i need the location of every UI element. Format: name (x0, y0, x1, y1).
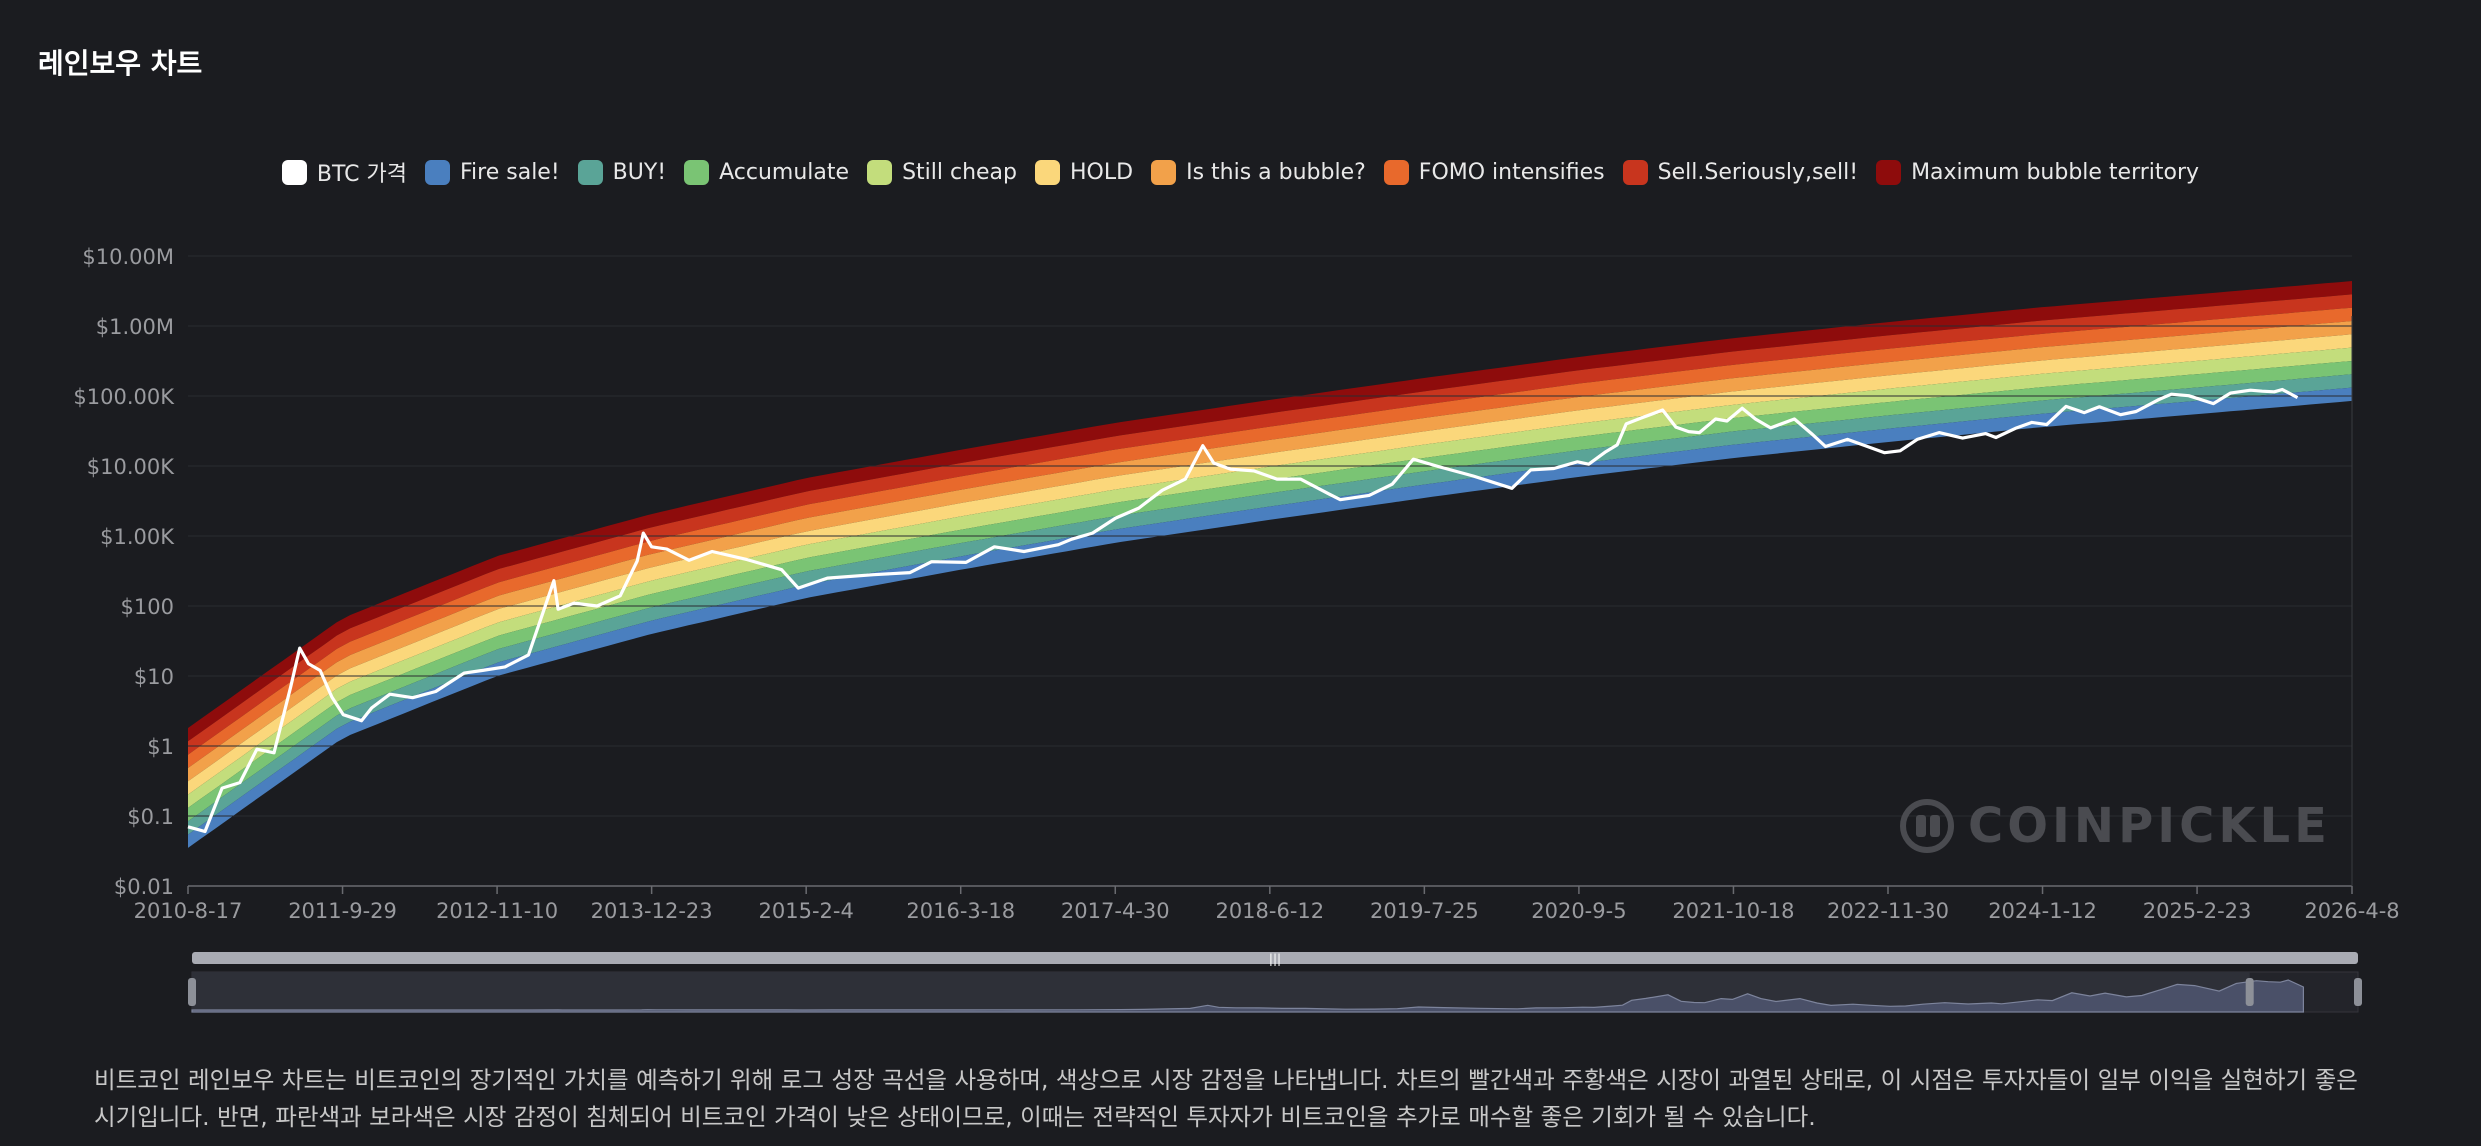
y-tick-label: $0.1 (127, 805, 174, 829)
legend-item[interactable]: Maximum bubble territory (1876, 156, 2199, 188)
zoom-edge-handle[interactable] (2354, 978, 2362, 1006)
x-tick-label: 2019-7-25 (1370, 899, 1479, 923)
btc-price-line (187, 387, 2299, 834)
legend-item[interactable]: Fire sale! (425, 156, 560, 188)
legend-label: BTC 가격 (316, 162, 407, 187)
x-tick-label: 2022-11-30 (1827, 899, 1949, 923)
btc-price-series (187, 387, 2299, 834)
zoom-handle-left[interactable] (188, 978, 196, 1006)
y-tick-label: $10 (134, 665, 174, 689)
legend-swatch (281, 159, 307, 185)
legend-item[interactable]: FOMO intensifies (1383, 156, 1605, 188)
y-axis-ticks: $0.01 $0.1 $1 $10 $100 $1.00K $10.00K $100.00K $… (73, 245, 175, 899)
legend-item[interactable]: Accumulate (684, 156, 849, 188)
chart-legend: BTC 가격 Fire sale! BUY! Accumulate Still chea… (0, 156, 2481, 188)
y-tick-label: $1.00K (100, 525, 175, 549)
legend-item[interactable]: BTC 가격 (281, 156, 407, 188)
legend-swatch (425, 159, 450, 185)
zoom-slider: ||| (188, 952, 2362, 1013)
x-tick-label: 2021-10-18 (1672, 899, 1794, 923)
zoom-grip-icon: ||| (1269, 952, 1281, 966)
legend-label: Accumulate (719, 159, 850, 185)
rainbow-bands (188, 281, 2352, 848)
legend-label: Sell.Seriously,sell! (1657, 159, 1859, 185)
zoom-preview-series (191, 979, 2304, 1013)
legend-label: Still cheap (902, 159, 1018, 185)
legend-item[interactable]: Still cheap (867, 156, 1017, 188)
x-tick-label: 2018-6-12 (1215, 899, 1324, 923)
x-tick-label: 2020-9-5 (1531, 899, 1626, 923)
legend-item[interactable]: BUY! (577, 156, 667, 188)
zoom-handle-right[interactable] (2245, 978, 2254, 1006)
legend-label: Fire sale! (460, 159, 560, 185)
x-tick-label: 2017-4-30 (1061, 899, 1170, 923)
watermark: COINPICKLE (1900, 798, 2331, 854)
legend-label: Is this a bubble? (1186, 159, 1366, 185)
legend-swatch (867, 159, 893, 185)
y-tick-label: $0.01 (114, 875, 174, 899)
legend-label: Maximum bubble territory (1911, 159, 2200, 185)
watermark-text: COINPICKLE (1968, 798, 2331, 854)
legend-swatch (1151, 159, 1177, 185)
y-tick-label: $100.00K (73, 385, 175, 409)
legend-swatch (1876, 159, 1902, 185)
x-tick-label: 2013-12-23 (591, 899, 713, 923)
legend-swatch (577, 159, 603, 185)
y-tick-label: $1.00M (96, 315, 174, 339)
x-tick-label: 2016-3-18 (906, 899, 1015, 923)
coinpickle-logo-icon (1900, 799, 1954, 853)
y-tick-label: $100 (121, 595, 174, 619)
legend-label: HOLD (1070, 159, 1134, 185)
x-tick-label: 2026-4-8 (2304, 899, 2399, 923)
x-tick-label: 2011-9-29 (288, 899, 397, 923)
legend-swatch (684, 159, 710, 185)
legend-swatch (1622, 159, 1648, 185)
x-tick-label: 2010-8-17 (134, 899, 243, 923)
x-tick-label: 2015-2-4 (759, 899, 854, 923)
legend-item[interactable]: Is this a bubble? (1151, 156, 1366, 188)
chart-description: 비트코인 레인보우 차트는 비트코인의 장기적인 가치를 예측하기 위해 로그 … (94, 1066, 2358, 1131)
y-tick-label: $1 (147, 735, 174, 759)
x-tick-label: 2024-1-12 (1988, 899, 2097, 923)
y-tick-label: $10.00K (87, 455, 175, 479)
x-axis-ticks: 2010-8-17 2011-9-29 2012-11-10 2013-12-23 20… (134, 316, 2400, 923)
x-tick-label: 2025-2-23 (2143, 899, 2252, 923)
zoom-track[interactable] (192, 952, 2358, 964)
legend-swatch (1383, 159, 1409, 185)
rainbow-chart: $0.01 $0.1 $1 $10 $100 $1.00K $10.00K $100.00K $… (73, 245, 2400, 1013)
legend-swatch (1035, 159, 1061, 185)
y-tick-label: $10.00M (82, 245, 174, 269)
legend-label: FOMO intensifies (1418, 159, 1605, 185)
page-title: 레인보우 차트 (38, 47, 203, 80)
x-tick-label: 2012-11-10 (436, 899, 558, 923)
legend-label: BUY! (612, 159, 667, 185)
legend-item[interactable]: HOLD (1035, 156, 1133, 188)
legend-item[interactable]: Sell.Seriously,sell! (1622, 156, 1859, 188)
